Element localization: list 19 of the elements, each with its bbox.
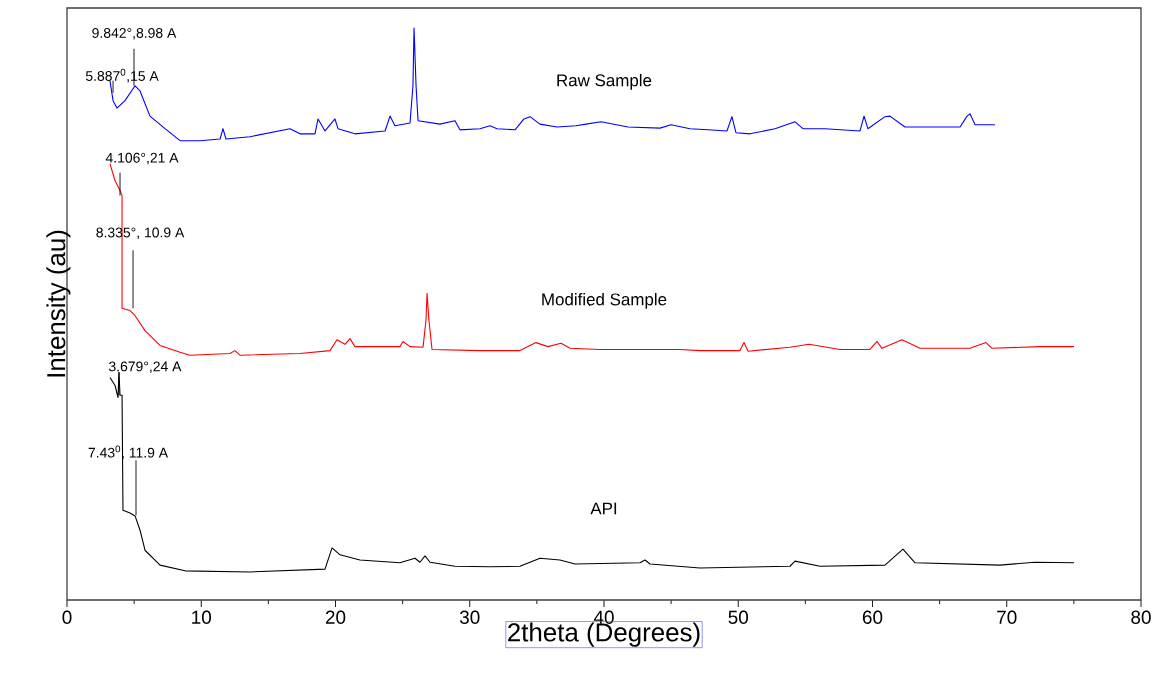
x-axis-title: 2theta (Degrees) — [508, 622, 700, 647]
text: Raw Sample — [557, 73, 652, 90]
x-tick-label: 70 — [997, 610, 1017, 624]
annotation: 7.43$^{0}$, 11.9 A — [88, 445, 169, 460]
annotation: 3.679°,24 A — [108, 361, 182, 373]
x-tick-label: 60 — [862, 610, 883, 624]
annotation: 4.106°,21 A — [105, 152, 179, 165]
x-tick-label: 10 — [192, 610, 212, 624]
text: Modified Sample — [542, 292, 667, 309]
x-tick-label: 50 — [728, 610, 749, 624]
text: API — [590, 502, 617, 515]
annotation: 5.887$^{0}$,15 A — [85, 68, 159, 83]
annotation: 9.842°,8.98 A — [92, 28, 177, 40]
x-tick-label: 80 — [1131, 610, 1151, 624]
y-axis-title: Intensity (au) — [46, 230, 71, 377]
x-tick-label: 0 — [62, 610, 72, 624]
x-tick-label: 40 — [593, 610, 614, 624]
x-tick-label: 30 — [459, 610, 480, 624]
x-tick-label: 20 — [325, 610, 346, 624]
